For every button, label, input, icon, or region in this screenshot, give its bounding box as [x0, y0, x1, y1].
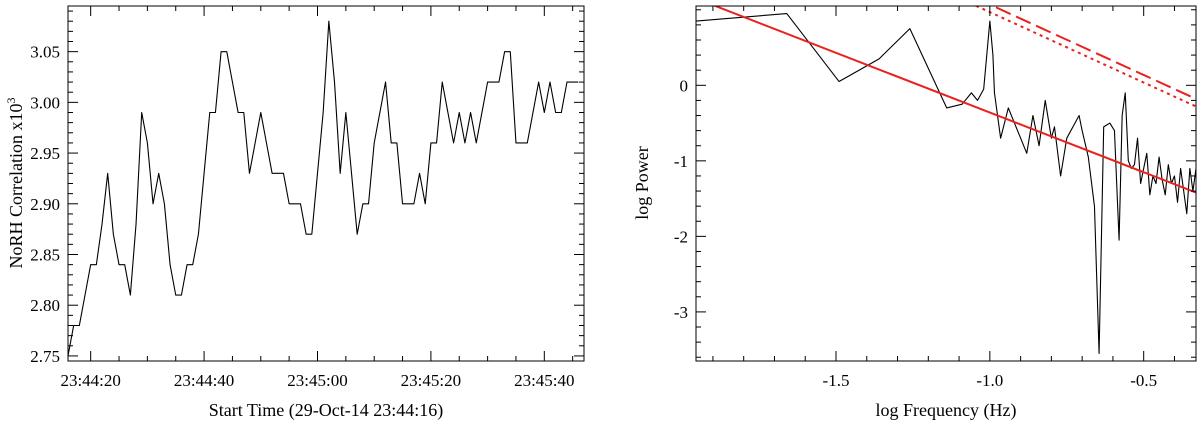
left-series-solid-line-0 — [68, 20, 579, 357]
right-series-dotted-line-2 — [974, 6, 1196, 108]
right-series-solid-line-1 — [712, 6, 1196, 194]
left-y-tick-label: 3.00 — [30, 93, 60, 112]
left-x-tick-label: 23:45:40 — [514, 371, 574, 390]
left-y-axis-label-superscript: 3 — [4, 98, 18, 104]
right-y-tick-label: -2 — [674, 227, 688, 246]
left-y-tick-label: 3.05 — [30, 43, 60, 62]
right-x-tick-label: -1.5 — [823, 371, 850, 390]
left-y-tick-label: 2.75 — [30, 347, 60, 366]
right-x-axis-label: log Frequency (Hz) — [876, 400, 1017, 421]
right-x-tick-label: -0.5 — [1130, 371, 1157, 390]
left-x-axis-label: Start Time (29-Oct-14 23:44:16) — [209, 400, 444, 421]
left-x-tick-label: 23:45:00 — [287, 371, 347, 390]
right-plot-frame — [695, 5, 1197, 362]
right-y-axis-label-text: log Power — [632, 146, 652, 220]
left-y-axis-label: NoRH Correlation x103 — [4, 98, 26, 269]
right-y-axis-label: log Power — [632, 146, 652, 220]
right-y-tick-label: -3 — [674, 303, 688, 322]
right-series-solid-line-0 — [696, 13, 1196, 355]
left-y-tick-label: 2.85 — [30, 246, 60, 265]
left-x-tick-label: 23:45:20 — [401, 371, 461, 390]
right-x-tick-label: -1.0 — [976, 371, 1003, 390]
left-y-tick-label: 2.90 — [30, 195, 60, 214]
left-x-tick-label: 23:44:20 — [60, 371, 120, 390]
left-y-axis-label-text: NoRH Correlation x10 — [6, 104, 26, 269]
left-panel-time-series: 23:44:20 23:44:40 23:45:00 23:45:20 23:45:40… — [4, 5, 585, 421]
right-y-tick-label: 0 — [680, 76, 689, 95]
right-y-tick-label: -1 — [674, 152, 688, 171]
left-y-tick-label: 2.80 — [30, 296, 60, 315]
left-x-tick-label: 23:44:40 — [174, 371, 234, 390]
right-panel-power-spectrum: -1.5 -1.0 -0.5 0 -1 -2 -3 log Frequency (Hz) log… — [632, 5, 1197, 421]
left-y-tick-label: 2.95 — [30, 144, 60, 163]
